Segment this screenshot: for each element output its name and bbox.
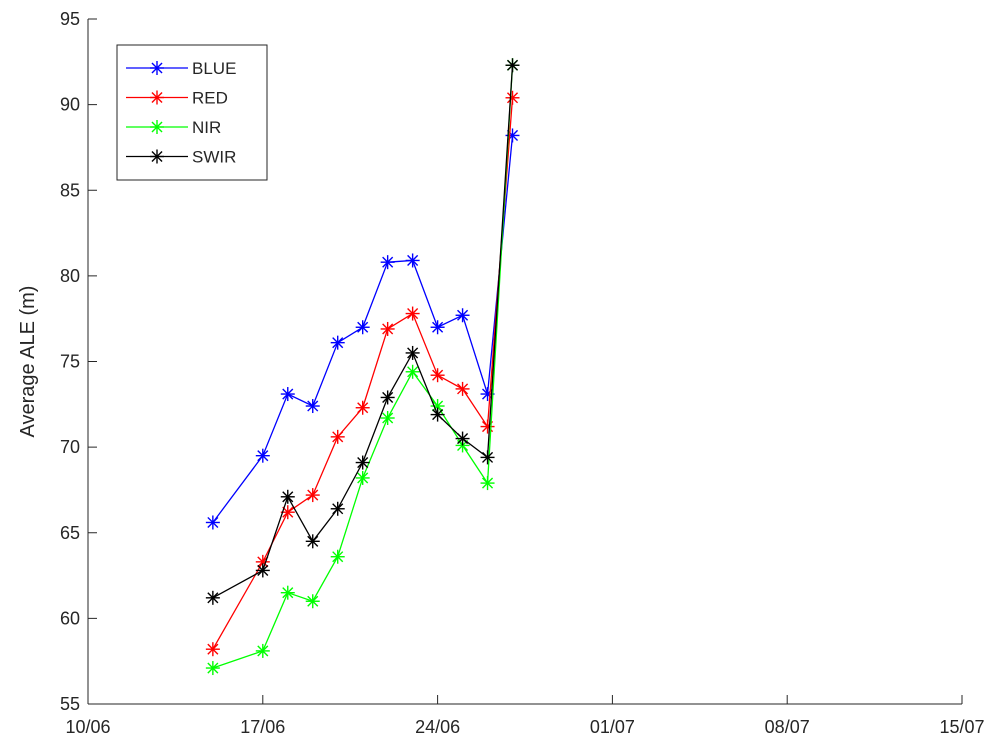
data-point-swir [505, 58, 520, 73]
data-point-red [305, 488, 320, 503]
x-tick-label: 17/06 [240, 717, 285, 737]
legend-marker-swir [150, 149, 164, 164]
data-point-swir [255, 563, 270, 578]
legend: BLUE RED NIR SWIR [116, 44, 268, 181]
data-point-nir [405, 364, 420, 379]
series-line-blue [212, 135, 514, 523]
y-tick-label: 65 [60, 523, 80, 543]
legend-label-swir: SWIR [192, 148, 236, 167]
y-tick-label: 90 [60, 95, 80, 115]
y-tick-label: 70 [60, 437, 80, 457]
x-tick-label: 01/07 [590, 717, 635, 737]
data-point-swir [205, 590, 220, 605]
data-point-nir [330, 549, 345, 564]
data-point-red [480, 419, 495, 434]
data-point-red [380, 321, 395, 336]
legend-entry-nir: NIR [126, 118, 221, 137]
data-point-swir [280, 489, 295, 504]
y-tick-label: 55 [60, 694, 80, 714]
data-point-blue [255, 448, 270, 463]
y-tick-label: 60 [60, 608, 80, 628]
data-point-nir [355, 470, 370, 485]
data-point-swir [330, 501, 345, 516]
data-point-blue [305, 399, 320, 414]
data-point-swir [355, 455, 370, 470]
data-point-nir [205, 661, 220, 676]
legend-marker-red [150, 90, 164, 105]
data-point-nir [380, 411, 395, 426]
series-blue [205, 128, 520, 530]
data-point-red [505, 90, 520, 105]
data-point-blue [455, 308, 470, 323]
data-point-red [330, 429, 345, 444]
series-swir [205, 58, 520, 605]
y-axis-label: Average ALE (m) [17, 286, 39, 438]
legend-entry-swir: SWIR [126, 148, 236, 167]
data-point-nir [480, 476, 495, 491]
data-point-swir [305, 534, 320, 549]
data-point-red [405, 306, 420, 321]
data-point-nir [280, 585, 295, 600]
data-point-blue [280, 387, 295, 402]
axes: 55 60 65 70 75 80 85 90 95 10/06 17/06 24/06 01/07 08… [60, 9, 985, 737]
legend-marker-blue [150, 61, 164, 75]
data-point-nir [305, 594, 320, 609]
data-point-blue [205, 515, 220, 530]
data-point-blue [355, 320, 370, 335]
data-point-swir [405, 345, 420, 360]
data-point-blue [380, 255, 395, 270]
y-tick-label: 95 [60, 9, 80, 29]
data-point-red [430, 368, 445, 383]
y-tick-label: 85 [60, 180, 80, 200]
data-point-red [455, 381, 470, 396]
data-point-red [355, 400, 370, 415]
series-line-nir [212, 65, 514, 669]
legend-entry-blue: BLUE [126, 59, 236, 78]
x-tick-label: 08/07 [765, 717, 810, 737]
x-tick-label: 24/06 [415, 717, 460, 737]
legend-marker-nir [150, 120, 164, 134]
data-point-swir [430, 407, 445, 422]
legend-label-blue: BLUE [192, 59, 236, 78]
series-line-swir [212, 65, 514, 599]
data-point-blue [330, 335, 345, 350]
data-point-blue [405, 253, 420, 268]
data-point-red [205, 642, 220, 657]
legend-label-red: RED [192, 89, 228, 108]
y-tick-label: 75 [60, 352, 80, 372]
x-tick-label: 10/06 [65, 717, 110, 737]
data-point-blue [430, 320, 445, 335]
data-point-nir [255, 643, 270, 658]
series-line-red [212, 97, 514, 650]
x-tick-label: 15/07 [939, 717, 984, 737]
y-tick-label: 80 [60, 266, 80, 286]
legend-entry-red: RED [126, 89, 228, 108]
data-point-swir [480, 450, 495, 465]
data-point-swir [455, 431, 470, 446]
legend-label-nir: NIR [192, 118, 221, 137]
series-layer [205, 58, 520, 676]
data-point-swir [380, 390, 395, 405]
